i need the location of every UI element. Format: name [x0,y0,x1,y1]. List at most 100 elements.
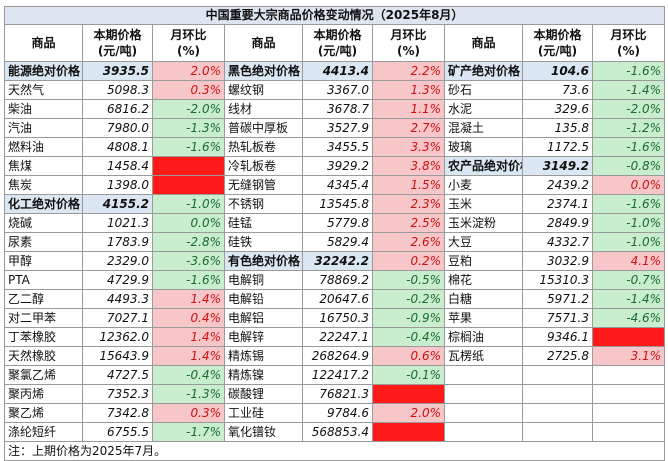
commodity-name-cell: 电解铅 [224,289,303,309]
commodity-name-cell: 豆粕 [444,251,523,271]
price-cell: 268264.9 [302,346,373,366]
change-cell: -0.8% [591,156,666,176]
change-cell: -1.0% [591,232,666,252]
change-cell: 2.0% [372,403,445,423]
table-row: 烧碱 1021.3 0.0% 硅锰 5779.8 2.5% 玉米淀粉 2849.9 -1.0% [4,213,666,233]
table-row: 柴油 6816.2 -2.0% 线材 3678.7 1.1% 水泥 329.6 -2.0% [4,99,666,119]
change-cell: 0.4% [152,308,225,328]
table-note: 注：上期价格为2025年7月。 [3,441,666,461]
header-price: 本期价格 (元/吨) [82,24,153,62]
price-cell: 12362.0 [82,327,153,347]
price-cell: 135.8 [522,118,593,138]
table-row: 尿素 1783.9 -2.8% 硅铁 5829.4 2.6% 大豆 4332.7 -1.0% [4,232,666,252]
empty-cell [444,422,523,442]
change-cell: -2.0% [152,99,225,119]
table-row: 聚氯乙烯 4727.5 -0.4% 精炼镍 122417.2 -0.1% [4,365,666,385]
commodity-name-cell: 对二甲苯 [4,308,83,328]
commodity-name-cell: 小麦 [444,175,523,195]
price-cell: 122417.2 [302,365,373,385]
change-cell: -1.4% [591,289,666,309]
commodity-name-cell: 冷轧板卷 [224,156,303,176]
header-price-text: 本期价格 (元/吨) [93,28,142,58]
empty-cell [444,403,523,423]
change-cell: 1.4% [152,327,225,347]
table-row: 甲醇 2329.0 -3.6% 有色绝对价格 32242.2 0.2% 豆粕 3032.9 4.… [4,251,666,271]
group-name-cell: 化工绝对价格 [4,194,83,214]
commodity-name-cell: 普碳中厚板 [224,118,303,138]
price-cell: 76821.3 [302,384,373,404]
change-cell: 1.1% [372,99,445,119]
header-pct-text: 月环比 (%) [170,28,207,58]
change-cell: 0.0% [591,175,666,195]
change-cell: -0.4% [372,327,445,347]
empty-cell [522,422,593,442]
change-cell: -1.6% [591,194,666,214]
price-cell: 6755.5 [82,422,153,442]
change-cell: -1.3% [152,384,225,404]
change-cell: -0.1% [372,365,445,385]
change-cell: 3.1% [591,346,666,366]
price-cell: 4155.2 [82,194,153,214]
price-cell: 22247.1 [302,327,373,347]
price-cell: 4808.1 [82,137,153,157]
change-cell: -1.6% [591,61,666,81]
price-cell: 7342.8 [82,403,153,423]
change-cell: -1.4% [591,80,666,100]
commodity-name-cell: 棕榈油 [444,327,523,347]
commodity-name-cell: 精炼镍 [224,365,303,385]
price-cell: 4345.4 [302,175,373,195]
table-row: 聚乙烯 7342.8 0.3% 工业硅 9784.6 2.0% [4,403,666,423]
commodity-name-cell: 水泥 [444,99,523,119]
price-cell: 5971.2 [522,289,593,309]
commodity-name-cell: 无缝钢管 [224,175,303,195]
price-cell: 9346.1 [522,327,593,347]
commodity-name-cell: 玉米淀粉 [444,213,523,233]
table-row: 焦炭 1398.0 10.1% 无缝钢管 4345.4 1.5% 小麦 2439.2 0.0% [4,175,666,195]
change-cell: 16.2% [372,384,445,404]
price-cell: 4332.7 [522,232,593,252]
header-commodity: 商品 [444,24,523,62]
commodity-name-cell: 涤纶短纤 [4,422,83,442]
price-cell: 568853.4 [302,422,373,442]
change-cell: 2.0% [152,61,225,81]
price-cell: 9784.6 [302,403,373,423]
change-cell: -1.6% [591,137,666,157]
header-pct: 月环比 (%) [152,24,225,62]
header-commodity: 商品 [4,24,83,62]
change-cell: 0.2% [372,251,445,271]
note-row: 注：上期价格为2025年7月。 [3,441,666,461]
price-cell: 2849.9 [522,213,593,233]
commodity-name-cell: 硅铁 [224,232,303,252]
commodity-name-cell: 氧化镨钕 [224,422,303,442]
change-cell: -0.7% [591,270,666,290]
change-cell: -0.2% [372,289,445,309]
table-row: 聚丙烯 7352.3 -1.3% 碳酸锂 76821.3 16.2% [4,384,666,404]
change-cell: 0.0% [152,213,225,233]
header-pct: 月环比 (%) [372,24,445,62]
change-cell: -1.7% [152,422,225,442]
group-name-cell: 农产品绝对价格 [444,156,523,176]
change-cell: 1.4% [152,346,225,366]
price-cell: 3527.9 [302,118,373,138]
change-cell: -1.2% [591,118,666,138]
commodity-name-cell: 砂石 [444,80,523,100]
commodity-name-cell: 燃料油 [4,137,83,157]
commodity-name-cell: 精炼锡 [224,346,303,366]
change-cell: 5.4% [591,327,666,347]
commodity-name-cell: 聚氯乙烯 [4,365,83,385]
table-row: 天然橡胶 15643.9 1.4% 精炼锡 268264.9 0.6% 瓦楞纸 2725.8 3… [4,346,666,366]
table-row: 丁苯橡胶 12362.0 1.4% 电解锌 22247.1 -0.4% 棕榈油 9346.1 5… [4,327,666,347]
commodity-name-cell: 不锈钢 [224,194,303,214]
commodity-name-cell: 电解铝 [224,308,303,328]
change-cell: 4.1% [591,251,666,271]
price-cell: 3935.5 [82,61,153,81]
price-cell: 7352.3 [82,384,153,404]
empty-cell [591,365,666,385]
change-cell: 2.2% [372,61,445,81]
price-cell: 1021.3 [82,213,153,233]
change-cell: -3.6% [152,251,225,271]
price-cell: 2329.0 [82,251,153,271]
commodity-name-cell: 柴油 [4,99,83,119]
price-cell: 4413.4 [302,61,373,81]
empty-cell [444,384,523,404]
